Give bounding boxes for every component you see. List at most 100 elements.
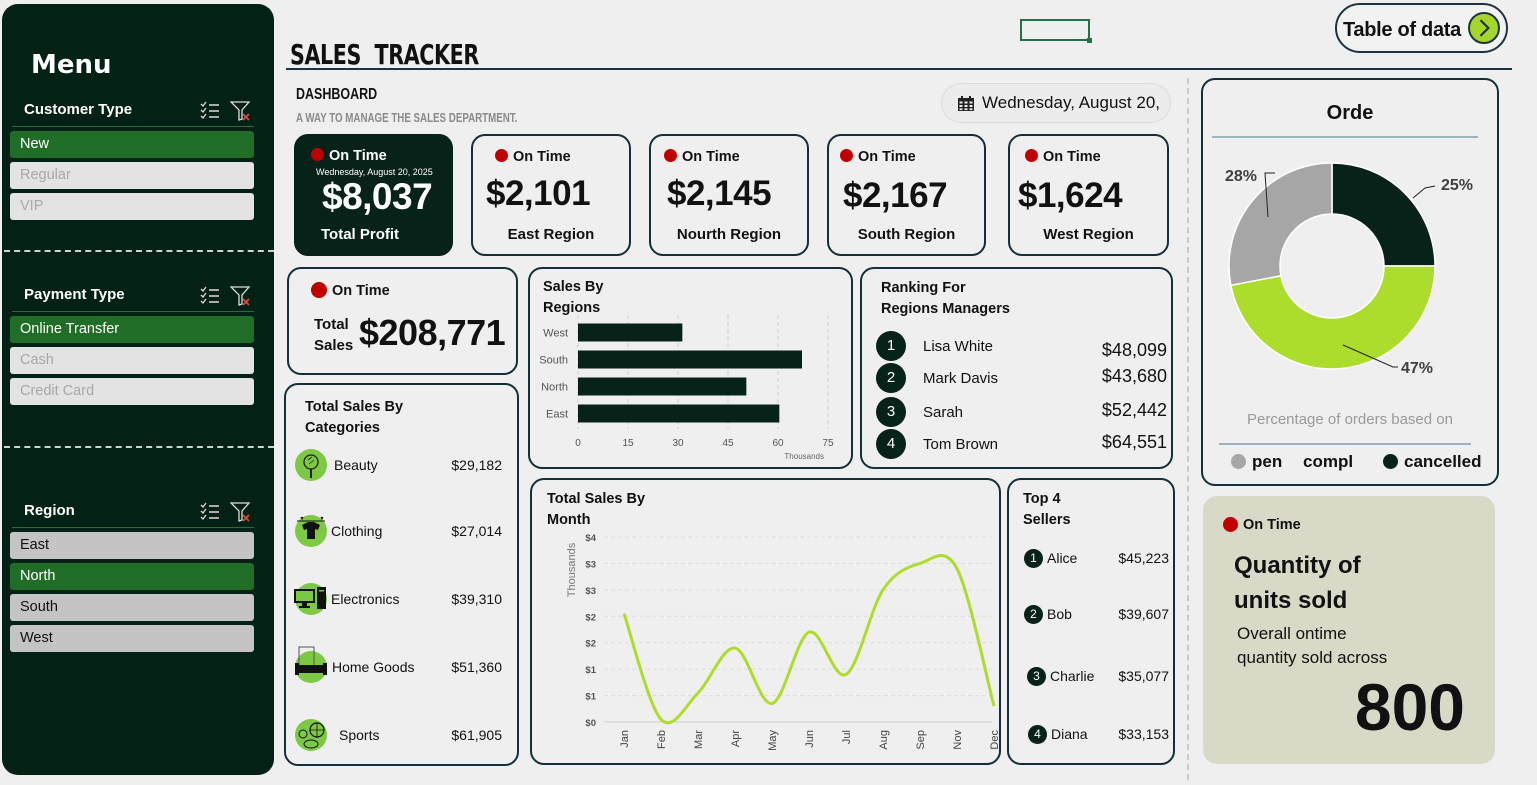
slicer-header: Region	[12, 498, 254, 528]
x-tick-label: 75	[822, 438, 834, 449]
manager-name: Sarah	[923, 404, 964, 421]
donut-caption: Percentage of orders based on	[1247, 411, 1453, 428]
rank-badge: 4	[876, 429, 906, 459]
bar-east	[578, 404, 780, 423]
y-axis-title: Thousands	[566, 542, 578, 597]
title-line-1: Ranking For	[881, 280, 966, 296]
status-indicator: On Time	[664, 149, 740, 165]
y-tick-label: $0	[585, 718, 596, 729]
slicer-payment-type: Payment Type Online Transfer Cash Credit…	[10, 282, 254, 405]
title-line-2: Month	[547, 512, 591, 528]
rank-badge: 4	[1028, 725, 1047, 744]
status-indicator: On Time	[311, 282, 390, 299]
sofa-icon	[295, 646, 327, 683]
slicer-item-east[interactable]: East	[10, 532, 254, 559]
date-display: Wednesday, August 20,	[942, 84, 1170, 122]
bar-west	[578, 323, 683, 342]
status-indicator: On Time	[1025, 149, 1101, 165]
kpi-south-region: On Time $2,167 South Region	[827, 134, 986, 256]
category-name: Electronics	[331, 591, 400, 607]
x-tick-label: Aug	[878, 730, 890, 750]
title-underline	[286, 68, 1512, 70]
y-category-label: West	[543, 328, 568, 340]
multi-select-icon[interactable]	[200, 501, 220, 521]
categories-title: Total Sales By Categories	[305, 397, 403, 439]
slicer-item-vip[interactable]: VIP	[10, 193, 254, 220]
status-dot-icon	[495, 149, 508, 162]
sidebar-menu: Menu Customer Type New Regular VIP Payme…	[2, 4, 274, 775]
sales-by-month-chart: $0 $1 $1 $2 $2 $3 $3 $4 Thousands Jan Feb Mar Apr May…	[566, 533, 999, 751]
rank-badge: 2	[876, 363, 906, 393]
y-tick-label: $2	[585, 639, 596, 650]
status-dot-icon	[1223, 517, 1238, 532]
dashboard-subtitle: A WAY TO MANAGE THE SALES DEPARTMENT.	[296, 111, 518, 125]
y-tick-label: $3	[585, 559, 596, 570]
title-line-1: Sales By	[543, 279, 604, 295]
category-row: Beauty $29,182	[286, 449, 517, 484]
manager-name: Mark Davis	[923, 370, 999, 387]
slice-data-label: 47%	[1401, 360, 1433, 377]
slicer-item-south[interactable]: South	[10, 594, 254, 621]
x-tick-label: 0	[575, 438, 581, 449]
x-tick-label: 60	[772, 438, 784, 449]
kpi-date: Wednesday, August 20, 2025	[316, 167, 433, 177]
table-of-data-button[interactable]: Table of data	[1335, 3, 1508, 53]
slice-data-label: 25%	[1441, 177, 1473, 194]
manager-value: $52,442	[1101, 400, 1167, 420]
slicer-item-west[interactable]: West	[10, 625, 254, 652]
x-tick-label: 30	[672, 438, 684, 449]
seller-row: 4 Diana $33,153	[1009, 725, 1173, 747]
kpi-value: $208,771	[359, 312, 506, 353]
table-of-data-label: Table of data	[1343, 19, 1461, 41]
shirt-icon	[295, 515, 327, 547]
status-text: On Time	[1243, 517, 1301, 533]
kpi-total-sales: On Time Total Sales $208,771	[287, 267, 518, 375]
slicer-item-regular[interactable]: Regular	[10, 162, 254, 189]
leader-line	[1264, 172, 1275, 218]
multi-select-icon[interactable]	[200, 100, 220, 120]
seller-value: $35,077	[1118, 668, 1169, 684]
desc-line-1: Overall ontime	[1237, 624, 1347, 643]
legend-item-pen: pen	[1231, 452, 1282, 472]
slicer-item-cash[interactable]: Cash	[10, 347, 254, 374]
seller-name: Diana	[1051, 726, 1088, 742]
sales-by-regions-card: Sales By Regions 0 15 30 45 60 75 West South Nort…	[528, 267, 853, 469]
slicer-item-credit-card[interactable]: Credit Card	[10, 378, 254, 405]
slicer-customer-type: Customer Type New Regular VIP	[10, 97, 254, 220]
multi-select-icon[interactable]	[200, 285, 220, 305]
x-tick-label: Mar	[693, 730, 705, 749]
manager-row: 1 Lisa White $48,099	[862, 331, 1171, 361]
x-tick-label: 15	[622, 438, 634, 449]
vertical-divider	[1187, 78, 1189, 780]
slice-compl	[1229, 265, 1436, 370]
kpi-label: South Region	[857, 226, 956, 243]
title-line-2: Regions	[543, 300, 601, 316]
x-tick-label: Jan	[619, 730, 631, 748]
sellers-title: Top 4 Sellers	[1023, 489, 1071, 531]
kpi-east-region: On Time $2,101 East Region	[471, 134, 631, 256]
orders-donut-chart: 25% 47% 28%	[1225, 162, 1473, 377]
seller-name: Alice	[1047, 550, 1078, 566]
category-row: Clothing $27,014	[286, 515, 517, 550]
status-dot-icon	[840, 149, 853, 162]
clear-filter-icon[interactable]	[230, 501, 252, 523]
seller-row: 3 Charlie $35,077	[1009, 667, 1173, 689]
clear-filter-icon[interactable]	[230, 285, 252, 307]
seller-name: Charlie	[1050, 668, 1095, 684]
slicer-item-north[interactable]: North	[10, 563, 254, 590]
legend-label: pen	[1252, 452, 1283, 471]
bar-south	[578, 350, 802, 369]
clear-filter-icon[interactable]	[230, 100, 252, 122]
slicer-title: Customer Type	[24, 101, 133, 118]
category-value: $27,014	[451, 523, 502, 539]
slicer-item-online-transfer[interactable]: Online Transfer	[10, 316, 254, 343]
category-value: $61,905	[451, 727, 502, 743]
legend-item-cancelled: cancelled	[1383, 452, 1482, 472]
leader-line	[1412, 185, 1436, 199]
legend-label: cancelled	[1404, 452, 1482, 471]
cell-selection[interactable]	[1020, 19, 1092, 43]
slicer-item-new[interactable]: New	[10, 131, 254, 158]
manager-name: Lisa White	[923, 338, 994, 355]
kpi-label: East Region	[507, 226, 595, 243]
label-line-1: Total	[314, 316, 349, 333]
